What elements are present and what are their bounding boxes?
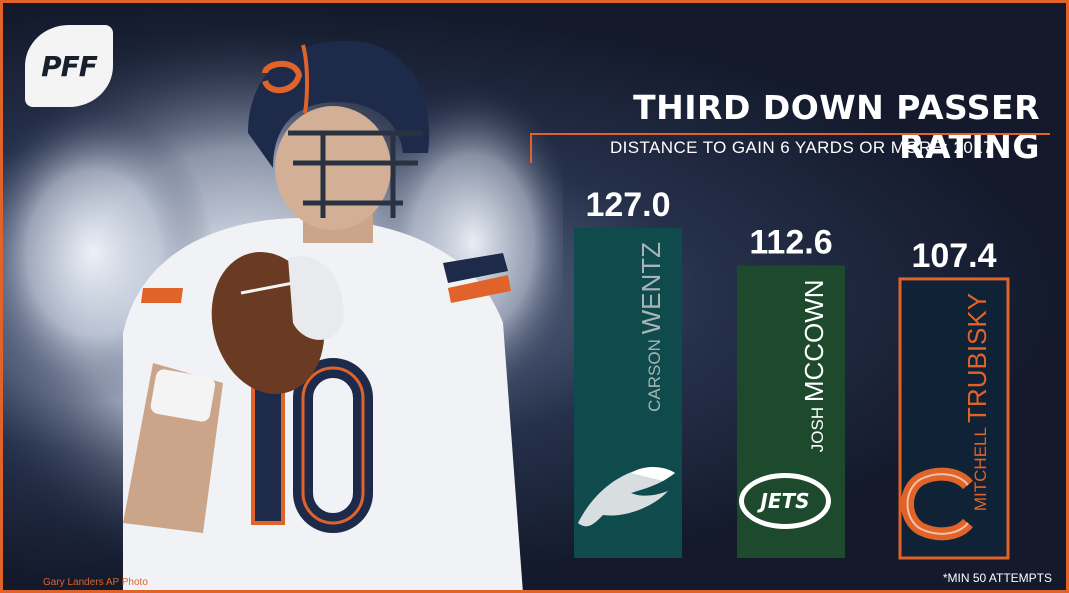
title-underline-tick <box>530 133 532 163</box>
eagles-logo-icon <box>578 467 675 527</box>
value-label-bears: 107.4 <box>911 237 996 275</box>
player-photo <box>3 23 563 590</box>
value-label-eagles: 127.0 <box>585 186 670 224</box>
footnote: *MIN 50 ATTEMPTS <box>942 571 1052 585</box>
svg-text:JETS: JETS <box>756 489 809 513</box>
bears-logo-icon <box>901 467 973 541</box>
player-name-eagles: CARSON WENTZ <box>636 242 666 412</box>
player-last-name: TRUBISKY <box>962 293 992 423</box>
player-last-name: WENTZ <box>636 242 666 335</box>
player-name-jets: JOSH MCCOWN <box>799 279 829 452</box>
chart-subtitle: DISTANCE TO GAIN 6 YARDS OR MORE; 2017 <box>609 138 993 157</box>
bar-chart: 127.0 CARSON WENTZ 112.6 JOSH MCCOWN 107.4 MI… <box>574 186 1010 560</box>
title-underline <box>530 133 1050 135</box>
player-first-name: JOSH <box>808 402 827 452</box>
value-label-jets: 112.6 <box>749 223 832 261</box>
bar-bears <box>898 277 1010 560</box>
player-last-name: MCCOWN <box>799 279 829 402</box>
pff-logo-text: PFF <box>41 49 98 83</box>
player-first-name: MITCHELL <box>971 423 990 511</box>
pff-logo: PFF <box>25 25 113 107</box>
player-first-name: CARSON <box>645 334 664 411</box>
photo-credit: Gary Landers AP Photo <box>43 577 148 588</box>
jets-logo-icon: JETS <box>739 473 831 529</box>
player-name-bears: MITCHELL TRUBISKY <box>962 293 992 511</box>
